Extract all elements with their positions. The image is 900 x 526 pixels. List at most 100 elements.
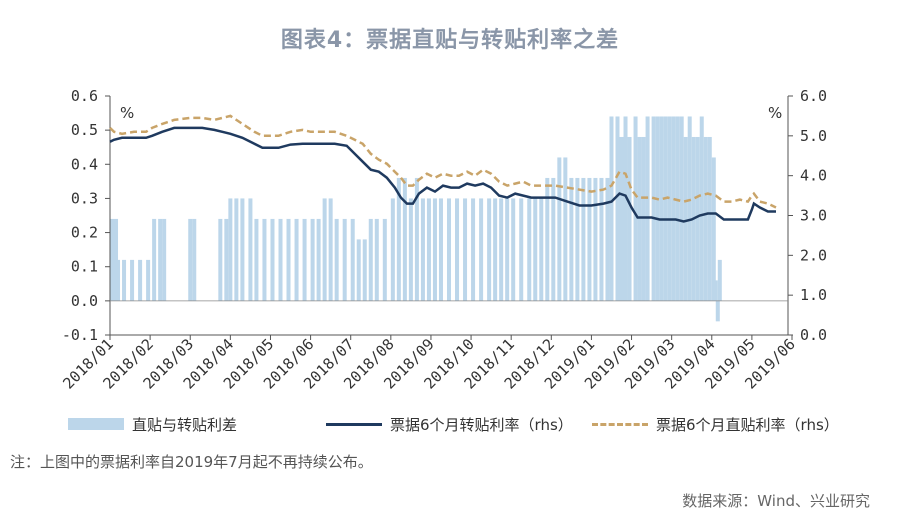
left-tick-label-1: 0.5 [71, 121, 98, 139]
right-tick-label-2: 4.0 [800, 167, 827, 185]
bar-62 [557, 157, 562, 301]
bar-34 [368, 218, 373, 301]
left-tick-label-6: 0.0 [71, 292, 98, 310]
bar-70 [605, 177, 610, 301]
legend-label-spread: 直贴与转贴利差 [132, 415, 238, 434]
left-tick-label-3: 0.3 [71, 189, 98, 207]
bar-73 [619, 136, 624, 301]
bar-47 [455, 198, 460, 301]
data-source: 数据来源：Wind、兴业研究 [682, 492, 870, 510]
bar-10 [188, 218, 193, 301]
bar-20 [270, 218, 275, 301]
legend-label-direct-rate: 票据6个月直贴利率（rhs） [656, 415, 839, 434]
bar-74 [623, 116, 628, 301]
bar-series [110, 116, 722, 322]
bar-69 [599, 177, 604, 301]
bar-39 [402, 177, 407, 301]
bar-36 [382, 218, 387, 301]
bar-51 [487, 198, 492, 301]
bar-71 [609, 116, 614, 301]
bar-4 [130, 259, 135, 301]
bar-37 [390, 198, 395, 301]
bar-44 [432, 198, 437, 301]
bar-93 [703, 136, 708, 301]
legend-item-spread: 直贴与转贴利差 [68, 413, 237, 435]
bar-41 [414, 177, 419, 301]
bar-12 [218, 218, 223, 301]
bar-9 [162, 218, 167, 301]
bar-72 [615, 116, 620, 301]
bar-16 [240, 198, 245, 301]
bar-66 [581, 177, 586, 301]
bar-85 [671, 116, 676, 301]
right-tick-label-4: 2.0 [800, 246, 827, 264]
bar-1 [114, 218, 119, 301]
left-unit-label: % [120, 104, 134, 122]
bar-63 [563, 157, 568, 301]
bar-8 [158, 218, 163, 301]
bar-94 [707, 136, 712, 301]
bar-27 [322, 198, 327, 301]
bar-5 [138, 259, 143, 301]
bar-60 [545, 177, 550, 301]
legend-item-direct-rate: 票据6个月直贴利率（rhs） [592, 413, 839, 435]
legend: 直贴与转贴利差 票据6个月转贴利率（rhs） 票据6个月直贴利率（rhs） [68, 413, 888, 435]
bar-43 [426, 198, 431, 301]
right-tick-label-1: 5.0 [800, 127, 827, 145]
bar-87 [679, 116, 684, 301]
bar-21 [278, 218, 283, 301]
bar-0 [110, 218, 115, 301]
bar-78 [641, 136, 646, 301]
bar-49 [471, 198, 476, 301]
bar-92 [699, 116, 704, 301]
bar-80 [651, 116, 656, 301]
right-tick-label-3: 3.0 [800, 207, 827, 225]
line-series [109, 114, 777, 223]
left-tick-label-7: -0.1 [62, 326, 98, 344]
bar-97 [715, 300, 720, 322]
bar-19 [262, 218, 267, 301]
bar-67 [587, 177, 592, 301]
bar-79 [645, 116, 650, 301]
bar-82 [659, 116, 664, 301]
bar-58 [533, 198, 538, 301]
bar-68 [593, 177, 598, 301]
bar-91 [695, 136, 700, 301]
right-unit-label: % [768, 104, 782, 122]
bar-96 [713, 280, 718, 301]
bar-81 [655, 116, 660, 301]
legend-item-transfer-rate: 票据6个月转贴利率（rhs） [326, 413, 573, 435]
bar-11 [192, 218, 197, 301]
footnote: 注：上图中的票据利率自2019年7月起不再持续公布。 [10, 453, 373, 471]
bar-45 [438, 198, 443, 301]
bar-7 [152, 218, 157, 301]
bar-24 [302, 218, 307, 301]
bar-64 [569, 177, 574, 301]
bar-32 [356, 239, 361, 301]
bar-77 [637, 136, 642, 301]
bar-42 [420, 198, 425, 301]
left-tick-label-4: 0.2 [71, 224, 98, 242]
bar-65 [575, 177, 580, 301]
right-tick-label-0: 6.0 [800, 87, 827, 105]
legend-swatch-solid-line [326, 422, 382, 426]
bar-28 [328, 198, 333, 301]
bar-84 [667, 116, 672, 301]
axes [105, 95, 793, 340]
bar-29 [334, 218, 339, 301]
bar-83 [663, 116, 668, 301]
bar-22 [286, 218, 291, 301]
bar-61 [551, 177, 556, 301]
legend-label-transfer-rate: 票据6个月转贴利率（rhs） [390, 415, 573, 434]
legend-swatch-dashed-line [592, 422, 648, 426]
bar-17 [248, 198, 253, 301]
bar-98 [717, 259, 722, 301]
left-tick-label-5: 0.1 [71, 258, 98, 276]
bar-95 [711, 157, 716, 301]
bar-55 [511, 198, 516, 301]
bar-18 [254, 218, 259, 301]
bar-30 [342, 218, 347, 301]
bar-38 [396, 177, 401, 301]
transfer-rate-line [109, 126, 776, 223]
chart-title: 图表4：票据直贴与转贴利率之差 [280, 28, 620, 53]
